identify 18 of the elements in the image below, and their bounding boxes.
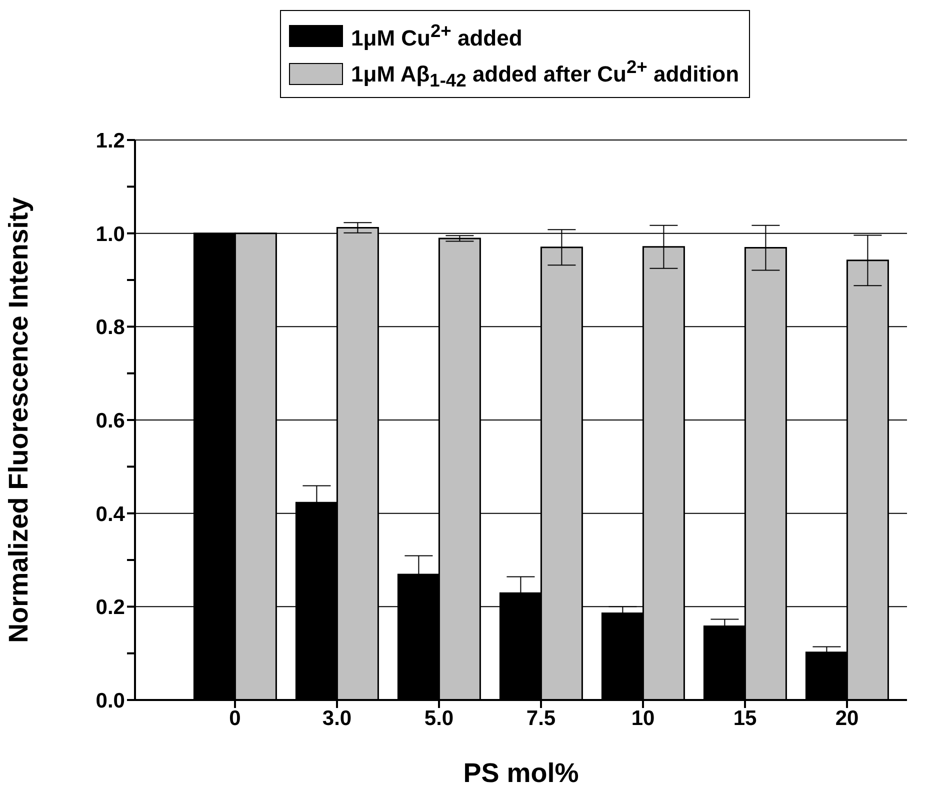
y-tick-label: 1.2: [96, 129, 125, 152]
x-tick-label: 0: [229, 706, 241, 730]
x-tick-label: 5.0: [424, 706, 454, 730]
x-tick-label: 7.5: [526, 706, 556, 730]
y-tick-label: 0.4: [96, 502, 126, 526]
y-tick-label: 0.6: [96, 409, 125, 432]
legend-label: 1μM Cu$^{2+}$ added: [351, 20, 522, 52]
x-tick-label: 20: [835, 706, 859, 730]
x-axis-title: PS mol%: [463, 758, 579, 788]
x-tick-label: 3.0: [322, 706, 352, 730]
y-tick-label: 0.2: [96, 596, 125, 620]
y-tick-label: 0.8: [96, 316, 126, 340]
y-tick-label: 0.0: [96, 689, 125, 712]
y-tick-label: 1.0: [96, 222, 125, 246]
x-tick-label: 15: [733, 706, 757, 730]
legend-label: 1μM Aβ$_{1-42}$ added after Cu$^{2+}$ addition: [351, 56, 740, 92]
y-axis-title: Normalized Fluorescence Intensity: [4, 197, 34, 643]
x-tick-label: 10: [631, 706, 655, 730]
